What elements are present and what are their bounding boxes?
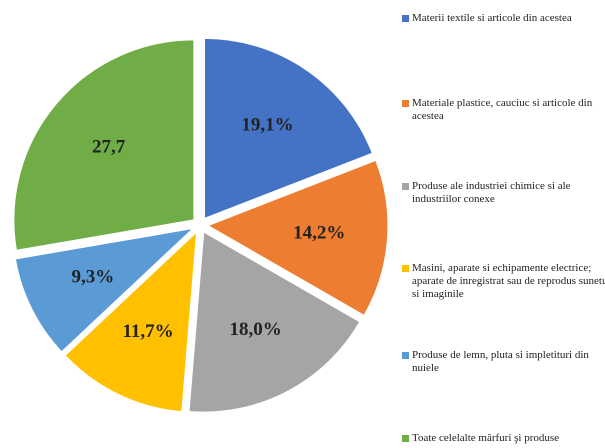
value-label: 9,3% xyxy=(72,267,115,288)
legend-item: Toate celelalte mărfuri şi produse xyxy=(402,432,605,445)
legend-swatch xyxy=(402,265,409,272)
legend-item: Masini, aparate si echipamente electrice… xyxy=(402,262,605,301)
legend-item: Materiale plastice, cauciuc si articole … xyxy=(402,97,605,123)
pie-slice xyxy=(204,37,373,220)
legend-label: Produse de lemn, pluta si impletituri di… xyxy=(412,349,589,374)
legend-label: Materiale plastice, cauciuc si articole … xyxy=(412,97,593,122)
pie-slice xyxy=(14,227,195,353)
value-label: 14,2% xyxy=(293,222,345,243)
pie-slice xyxy=(206,159,389,316)
pie-slice xyxy=(64,230,198,413)
legend-swatch xyxy=(402,183,409,190)
legend-label: Materii textile si articole din acestea xyxy=(412,12,572,24)
value-label: 19,1% xyxy=(241,115,293,136)
legend-label: Toate celelalte mărfuri şi produse xyxy=(412,432,560,444)
legend-item: Materii textile si articole din acestea xyxy=(402,12,605,25)
pie-area: 19,1% 14,2% 18,0% 11,7% 9,3% 27,7 xyxy=(13,37,389,413)
pie-slice xyxy=(13,39,195,251)
legend-item: Produse ale industriei chimice si ale in… xyxy=(402,180,605,206)
legend-item: Produse de lemn, pluta si impletituri di… xyxy=(402,349,605,375)
legend-swatch xyxy=(402,15,409,22)
legend-swatch xyxy=(402,100,409,107)
legend-swatch xyxy=(402,435,409,442)
value-label: 27,7 xyxy=(92,136,126,157)
value-label: 11,7% xyxy=(122,321,173,342)
legend-swatch xyxy=(402,352,409,359)
legend-label: Masini, aparate si echipamente electrice… xyxy=(412,262,605,300)
legend-label: Produse ale industriei chimice si ale in… xyxy=(412,180,571,205)
value-label: 18,0% xyxy=(230,319,282,340)
pie-slice xyxy=(188,231,361,413)
